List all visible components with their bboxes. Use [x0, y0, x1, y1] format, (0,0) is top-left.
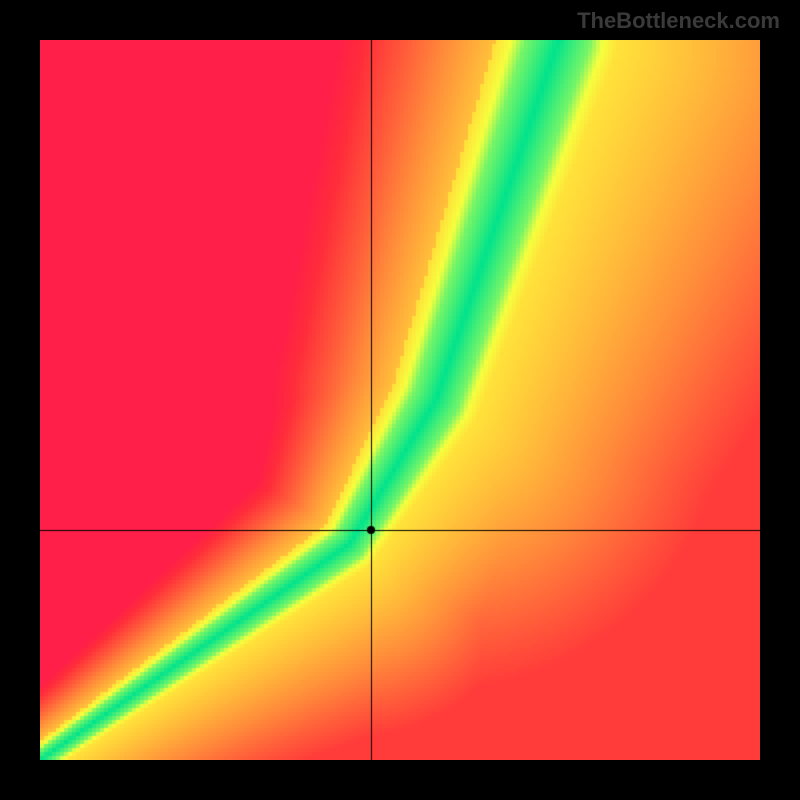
heatmap-chart: [40, 40, 760, 760]
watermark-text: TheBottleneck.com: [577, 8, 780, 34]
heatmap-canvas: [40, 40, 760, 760]
